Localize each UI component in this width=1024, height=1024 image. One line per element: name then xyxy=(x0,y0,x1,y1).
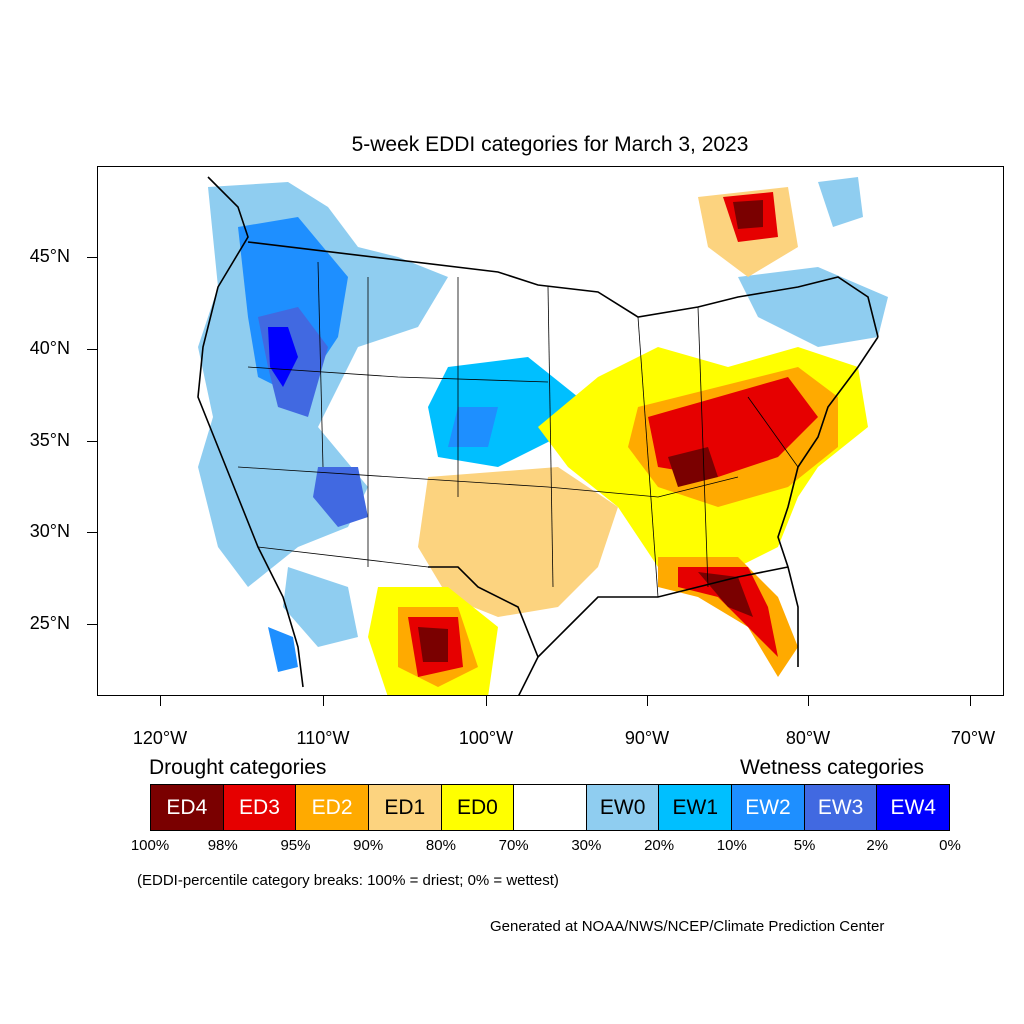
lon-tick xyxy=(647,696,648,706)
state-borders xyxy=(237,261,799,598)
lat-label-25: 25°N xyxy=(29,613,70,633)
category-note: (EDDI-percentile category breaks: 100% =… xyxy=(137,872,559,889)
lat-tick xyxy=(87,257,97,258)
lon-label-110: 110°W xyxy=(296,728,350,748)
lon-tick xyxy=(323,696,324,706)
lon-tick xyxy=(808,696,809,706)
legend-box-ew4: EW4 xyxy=(877,785,950,830)
legend-box-ew2: EW2 xyxy=(732,785,805,830)
percent-break-label: 10% xyxy=(716,837,747,854)
lat-tick xyxy=(87,349,97,350)
legend-box-neutral xyxy=(514,785,587,830)
credit-text: Generated at NOAA/NWS/NCEP/Climate Predi… xyxy=(490,918,885,935)
lat-label-45: 45°N xyxy=(29,246,70,266)
percent-break-label: 90% xyxy=(353,837,384,854)
drought-heading: Drought categories xyxy=(149,756,327,779)
percent-break-label: 70% xyxy=(498,837,529,854)
lon-tick xyxy=(486,696,487,706)
percent-break-label: 30% xyxy=(571,837,602,854)
lon-label-70: 70°W xyxy=(950,728,996,748)
percent-break-label: 5% xyxy=(793,837,816,854)
percent-break-label: 20% xyxy=(644,837,675,854)
percent-break-label: 2% xyxy=(866,837,889,854)
lat-tick xyxy=(87,532,97,533)
legend-box-ew0: EW0 xyxy=(586,785,660,830)
lat-tick xyxy=(87,624,97,625)
percent-break-label: 80% xyxy=(425,837,456,854)
wetness-regions xyxy=(198,177,888,672)
coastlines xyxy=(197,176,879,695)
legend-box-ed4: ED4 xyxy=(151,785,224,830)
map-title: 5-week EDDI categories for March 3, 2023 xyxy=(351,133,749,156)
lon-label-80: 80°W xyxy=(785,728,831,748)
eddi-map xyxy=(97,166,1004,696)
map-canvas xyxy=(197,176,888,695)
lon-label-100: 100°W xyxy=(458,728,514,748)
lat-tick xyxy=(87,441,97,442)
percent-break-label: 100% xyxy=(130,837,170,854)
lat-label-30: 30°N xyxy=(29,521,70,541)
percent-break-label: 98% xyxy=(207,837,238,854)
legend-box-ed0: ED0 xyxy=(441,785,515,830)
lon-label-90: 90°W xyxy=(624,728,670,748)
wetness-heading: Wetness categories xyxy=(740,756,925,779)
lat-label-35: 35°N xyxy=(29,430,70,450)
lon-tick xyxy=(970,696,971,706)
legend-box-ew3: EW3 xyxy=(804,785,878,830)
legend-box-ew1: EW1 xyxy=(659,785,733,830)
legend-box-ed3: ED3 xyxy=(223,785,297,830)
percent-break-label: 0% xyxy=(939,837,961,854)
lon-label-120: 120°W xyxy=(132,728,188,748)
lon-tick xyxy=(160,696,161,706)
lat-label-40: 40°N xyxy=(29,338,70,358)
legend-box-ed2: ED2 xyxy=(296,785,369,830)
category-legend: ED4 ED3 ED2 ED1 ED0 EW0 EW1 EW2 EW3 EW4 xyxy=(150,784,950,831)
legend-box-ed1: ED1 xyxy=(368,785,442,830)
percent-break-label: 95% xyxy=(280,837,311,854)
